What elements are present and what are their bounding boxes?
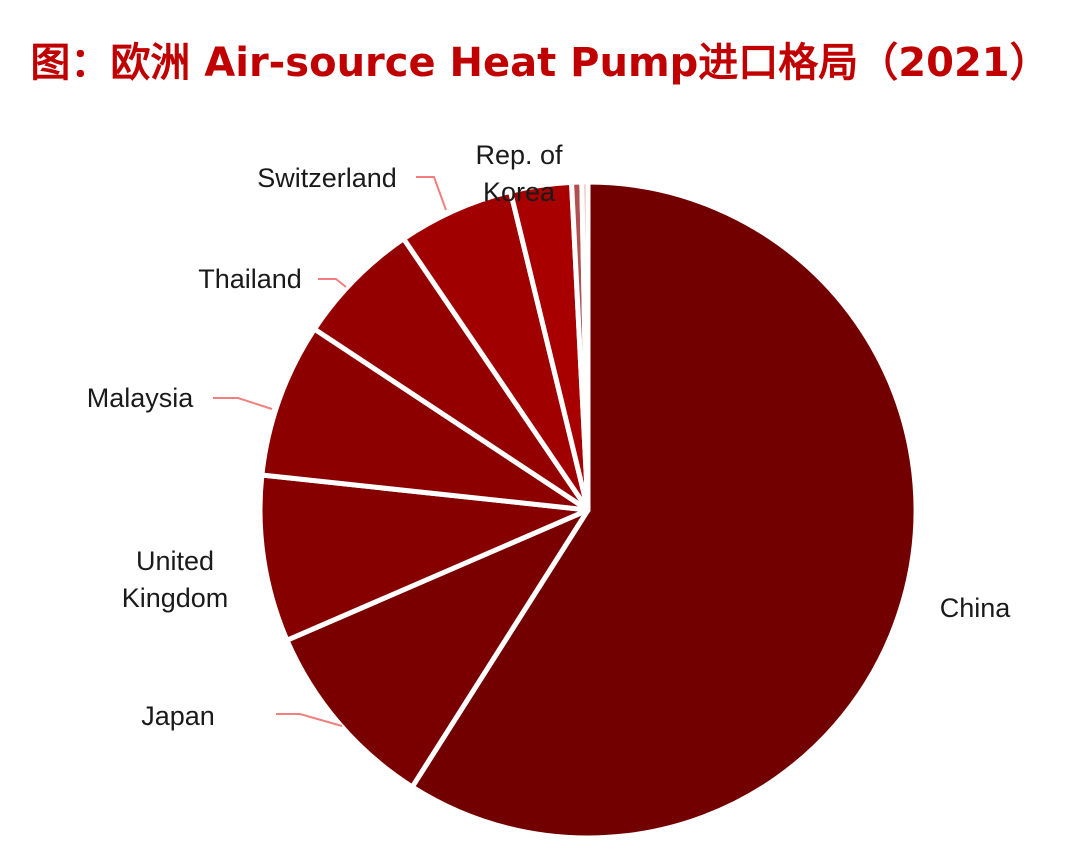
slice-label-japan: Japan xyxy=(141,701,215,731)
leader-line-japan xyxy=(276,713,343,727)
slice-label-thailand: Thailand xyxy=(198,264,302,294)
slice-label-china: China xyxy=(940,593,1012,623)
leader-line-thailand xyxy=(318,278,347,288)
pie-slice-malaysia xyxy=(259,326,591,513)
pie-slice-other-8 xyxy=(579,179,591,513)
slice-label-switzerland: Switzerland xyxy=(257,163,397,193)
leader-line-switzerland xyxy=(416,176,447,211)
chart-title: 图：欧洲 Air-source Heat Pump进口格局（2021） xyxy=(30,40,1050,86)
slice-labels: China Japan United Kingdom Malaysia Thailand S… xyxy=(87,140,1012,731)
leader-line-malaysia xyxy=(213,397,273,410)
pie-slice-china xyxy=(409,179,919,841)
slice-label-united-kingdom: United Kingdom xyxy=(122,546,229,613)
pie-slice-united-kingdom xyxy=(257,472,591,643)
pie-slices xyxy=(257,179,919,841)
leader-lines xyxy=(213,176,447,727)
slice-label-malaysia: Malaysia xyxy=(87,383,195,413)
pie-slice-japan xyxy=(284,507,591,790)
slice-label-rep-of-korea: Rep. of Korea xyxy=(475,140,563,207)
